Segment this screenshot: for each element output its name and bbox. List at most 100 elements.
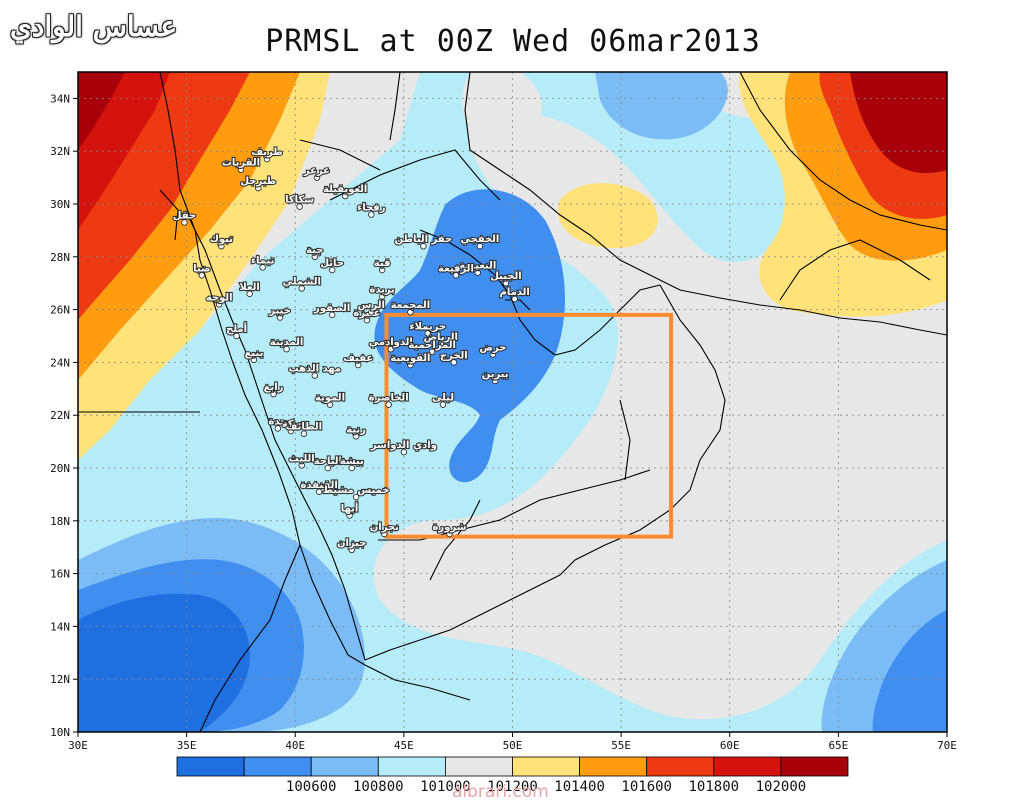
city-label: أملج xyxy=(226,322,247,335)
city-marker: ضبا xyxy=(192,262,212,279)
city-label: الخفجي xyxy=(460,234,499,245)
x-tick-label: 40E xyxy=(285,739,305,752)
city-marker: حقل xyxy=(172,209,197,226)
city-label: القنفذة xyxy=(300,480,337,491)
city-dot xyxy=(381,530,388,538)
city-label: حفر الباطن xyxy=(395,234,453,245)
city-marker: نجران xyxy=(369,521,400,538)
y-tick-label: 32N xyxy=(50,145,70,158)
city-marker: قبة xyxy=(373,257,392,274)
city-marker: المجمعة xyxy=(390,299,431,316)
city-label: جيزان xyxy=(337,538,366,549)
city-label: المدينة xyxy=(270,337,304,348)
city-marker: الخرج xyxy=(439,349,469,366)
y-tick-label: 28N xyxy=(50,251,70,264)
colorbar-segment xyxy=(176,756,245,777)
city-dot xyxy=(511,295,518,303)
x-tick-label: 45E xyxy=(394,739,414,752)
city-label: تبوك xyxy=(210,234,234,245)
city-dot xyxy=(348,464,355,472)
city-label: رابغ xyxy=(264,382,284,393)
city-label: ضبا xyxy=(193,263,211,274)
city-dot xyxy=(346,512,353,519)
city-label: نجران xyxy=(370,522,399,533)
city-dot xyxy=(368,309,375,316)
watermark: albrari.com xyxy=(452,782,549,802)
colorbar-label: 101000 xyxy=(420,779,471,795)
city-marker: طبرجل xyxy=(239,175,277,192)
city-label: العويقيلة xyxy=(323,184,367,195)
city-label: جدة xyxy=(268,416,287,427)
city-label: طريف xyxy=(251,147,282,158)
x-tick-label: 70E xyxy=(937,739,957,752)
city-dot xyxy=(259,264,266,271)
city-label: الرفيعة xyxy=(438,263,474,274)
city-marker: أبها xyxy=(340,500,359,519)
city-marker: عفيف xyxy=(342,352,374,369)
x-tick-label: 50E xyxy=(503,739,523,752)
city-dot xyxy=(424,330,431,337)
city-marker: طريف xyxy=(250,146,284,163)
city-dot xyxy=(283,346,290,353)
city-marker: القريات xyxy=(221,157,261,173)
city-label: الرس xyxy=(358,300,385,311)
map-grid xyxy=(78,72,947,732)
city-marker: أملج xyxy=(225,321,248,340)
city-marker: الموية xyxy=(314,392,346,408)
city-marker: الوجه xyxy=(205,291,234,308)
city-marker: تبوك xyxy=(209,233,234,250)
city-label: يبرين xyxy=(482,369,509,380)
y-tick-label: 22N xyxy=(50,409,70,422)
city-dot xyxy=(476,243,484,250)
colorbar-label: 101400 xyxy=(554,779,605,795)
colorbar-segment xyxy=(646,756,715,777)
city-label: المجمعة xyxy=(391,300,431,311)
city-dot xyxy=(407,361,414,369)
city-label: العلا xyxy=(239,282,259,293)
city-label: أبها xyxy=(341,502,359,515)
city-marker: القنفذة xyxy=(299,479,339,495)
y-tick-label: 10N xyxy=(50,726,70,739)
city-marker: الدوادمي xyxy=(368,336,414,353)
colorbar-segment xyxy=(310,756,379,777)
city-marker: تيماء xyxy=(250,254,276,271)
city-dot xyxy=(233,332,240,340)
city-label: ينبع xyxy=(245,348,264,359)
city-dot xyxy=(387,346,395,353)
city-label: شرورة xyxy=(433,522,467,533)
city-label: الرياض xyxy=(424,332,458,343)
map-axes: 30E 35E 40E 45E 50E 55E 60E 65E 70E 10N 12N 14N 16N 1… xyxy=(50,92,957,752)
city-marker: الصقور xyxy=(312,302,351,319)
map-title: PRMSL at 00Z Wed 06mar2013 xyxy=(265,24,761,59)
city-label: حقل xyxy=(173,210,196,221)
city-marker: خميس مشيط xyxy=(322,484,391,501)
city-marker: الباحة xyxy=(313,455,343,472)
city-label: تيماء xyxy=(251,255,275,266)
city-dot xyxy=(437,340,445,348)
y-tick-label: 18N xyxy=(50,515,70,528)
city-dot xyxy=(439,401,447,408)
colorbar-label: 100600 xyxy=(286,779,337,795)
colorbar-segment xyxy=(243,756,312,777)
city-label: خميس مشيط xyxy=(323,485,390,496)
city-marker: الخفجي xyxy=(459,233,500,250)
colorbar: 100600 100800 101000 101200 101400 101600 1018… xyxy=(176,756,849,795)
city-marker: شرورة xyxy=(431,521,468,538)
city-marker: القويعية xyxy=(389,352,432,369)
city-marker: الطائف xyxy=(285,421,323,437)
colorbar-segment xyxy=(579,756,648,777)
city-marker: سكاكا xyxy=(284,194,315,210)
city-label: عرعر xyxy=(303,166,330,177)
city-marker: رفحاء xyxy=(356,201,387,218)
city-dot xyxy=(368,211,375,218)
city-dot xyxy=(378,266,386,274)
colorbar-label: 102000 xyxy=(756,779,807,795)
city-marker: حرض xyxy=(478,341,507,358)
city-marker: العويقيلة xyxy=(322,183,368,200)
city-marker: وادي الدواسر xyxy=(369,439,438,456)
city-marker: جدة xyxy=(267,415,288,432)
y-tick-label: 14N xyxy=(50,620,70,633)
city-dot xyxy=(287,427,295,435)
city-dot xyxy=(446,530,453,538)
city-label: قبة xyxy=(374,258,391,269)
